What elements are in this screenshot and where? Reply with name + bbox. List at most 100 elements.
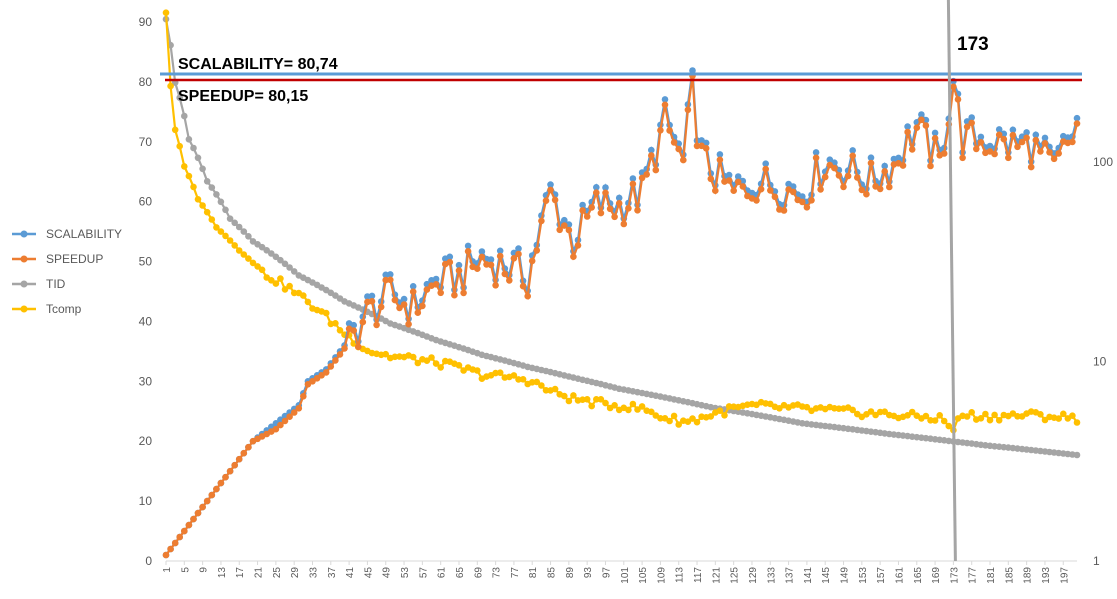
series-line-scalability bbox=[165, 70, 1079, 556]
point-tcomp bbox=[583, 396, 591, 403]
point-tcomp bbox=[588, 402, 595, 410]
point-tcomp bbox=[716, 407, 724, 415]
x-tick-label: 13 bbox=[217, 567, 228, 579]
speedup-annotation: SPEEDUP= 80,15 bbox=[178, 88, 308, 105]
point-tid bbox=[194, 154, 202, 162]
point-speedup bbox=[327, 363, 335, 370]
legend-swatch-marker bbox=[20, 305, 28, 313]
left-tick-label: 70 bbox=[139, 135, 153, 149]
point-scalability bbox=[547, 181, 554, 188]
point-scalability bbox=[464, 242, 472, 250]
point-tid bbox=[272, 253, 280, 261]
point-speedup bbox=[451, 291, 458, 299]
point-speedup bbox=[675, 145, 682, 153]
point-speedup bbox=[579, 207, 586, 214]
point-scalability bbox=[689, 67, 696, 74]
x-tick-label: 145 bbox=[821, 567, 832, 584]
point-tcomp bbox=[414, 359, 422, 367]
x-tick-label: 57 bbox=[418, 567, 429, 579]
point-speedup bbox=[858, 186, 866, 194]
point-tcomp bbox=[904, 412, 911, 419]
point-tcomp bbox=[409, 353, 417, 361]
point-tid bbox=[213, 191, 220, 198]
point-tcomp bbox=[322, 309, 330, 317]
point-speedup bbox=[854, 174, 861, 181]
point-speedup bbox=[684, 106, 692, 114]
point-tcomp bbox=[707, 413, 715, 420]
point-scalability bbox=[977, 133, 985, 141]
left-tick-label: 10 bbox=[139, 494, 153, 508]
x-tick-label: 33 bbox=[308, 567, 319, 579]
point-speedup bbox=[657, 127, 664, 134]
point-tcomp bbox=[332, 320, 339, 327]
point-speedup bbox=[542, 197, 550, 204]
point-tcomp bbox=[721, 412, 728, 419]
point-tcomp bbox=[931, 417, 939, 424]
point-speedup bbox=[995, 131, 1003, 139]
point-tcomp bbox=[611, 402, 618, 409]
point-scalability bbox=[648, 146, 655, 154]
point-speedup bbox=[817, 186, 824, 193]
point-speedup bbox=[620, 220, 628, 228]
x-tick-label: 37 bbox=[327, 567, 338, 579]
point-tcomp bbox=[666, 417, 673, 425]
point-speedup bbox=[803, 204, 811, 211]
left-tick-label: 80 bbox=[139, 75, 153, 89]
point-tcomp bbox=[689, 415, 696, 422]
point-tcomp bbox=[657, 415, 664, 422]
point-scalability bbox=[368, 292, 376, 300]
point-tcomp bbox=[226, 237, 234, 244]
x-tick-label: 5 bbox=[180, 567, 191, 573]
point-speedup bbox=[927, 162, 934, 170]
point-speedup bbox=[716, 156, 724, 164]
point-speedup bbox=[940, 150, 948, 157]
vline-annotation: 173 bbox=[957, 34, 989, 55]
x-tick-label: 97 bbox=[601, 567, 612, 579]
point-scalability bbox=[799, 193, 806, 200]
point-speedup bbox=[904, 128, 911, 136]
point-speedup bbox=[419, 302, 426, 310]
point-tid bbox=[217, 198, 225, 206]
point-tcomp bbox=[176, 142, 183, 150]
x-tick-label: 153 bbox=[858, 567, 869, 584]
point-tcomp bbox=[428, 354, 435, 361]
x-tick-label: 1 bbox=[162, 567, 173, 573]
point-scalability bbox=[918, 111, 925, 118]
point-speedup bbox=[290, 409, 298, 416]
scalability-annotation: SCALABILITY= 80,74 bbox=[178, 56, 338, 73]
point-speedup bbox=[460, 289, 467, 297]
point-tcomp bbox=[162, 9, 170, 16]
x-tick-label: 89 bbox=[565, 567, 576, 579]
right-tick-label: 10 bbox=[1093, 355, 1107, 369]
point-scalability bbox=[478, 248, 486, 255]
point-speedup bbox=[973, 145, 980, 153]
point-scalability bbox=[661, 96, 669, 103]
point-speedup bbox=[799, 198, 806, 206]
point-tcomp bbox=[208, 216, 216, 223]
point-speedup bbox=[1009, 131, 1017, 139]
point-speedup bbox=[368, 298, 376, 305]
point-tid bbox=[286, 264, 293, 271]
point-scalability bbox=[350, 321, 358, 329]
point-tid bbox=[235, 223, 243, 231]
point-tid bbox=[1073, 451, 1081, 459]
point-speedup bbox=[1050, 155, 1058, 163]
point-speedup bbox=[281, 417, 289, 425]
x-tick-label: 185 bbox=[1004, 567, 1015, 584]
left-tick-label: 0 bbox=[145, 554, 152, 568]
point-tid bbox=[231, 219, 238, 227]
vertical-marker-line bbox=[946, 0, 957, 562]
point-tid bbox=[226, 215, 234, 222]
point-scalability bbox=[716, 151, 724, 158]
point-tcomp bbox=[286, 282, 293, 290]
x-tick-label: 53 bbox=[400, 567, 411, 579]
point-speedup bbox=[1018, 138, 1026, 146]
point-speedup bbox=[1069, 138, 1076, 146]
point-speedup bbox=[789, 188, 797, 196]
point-speedup bbox=[1037, 148, 1044, 155]
point-speedup bbox=[561, 222, 568, 229]
point-speedup bbox=[1005, 154, 1012, 162]
point-scalability bbox=[400, 295, 408, 303]
left-tick-label: 90 bbox=[139, 15, 153, 29]
point-scalability bbox=[762, 160, 769, 167]
